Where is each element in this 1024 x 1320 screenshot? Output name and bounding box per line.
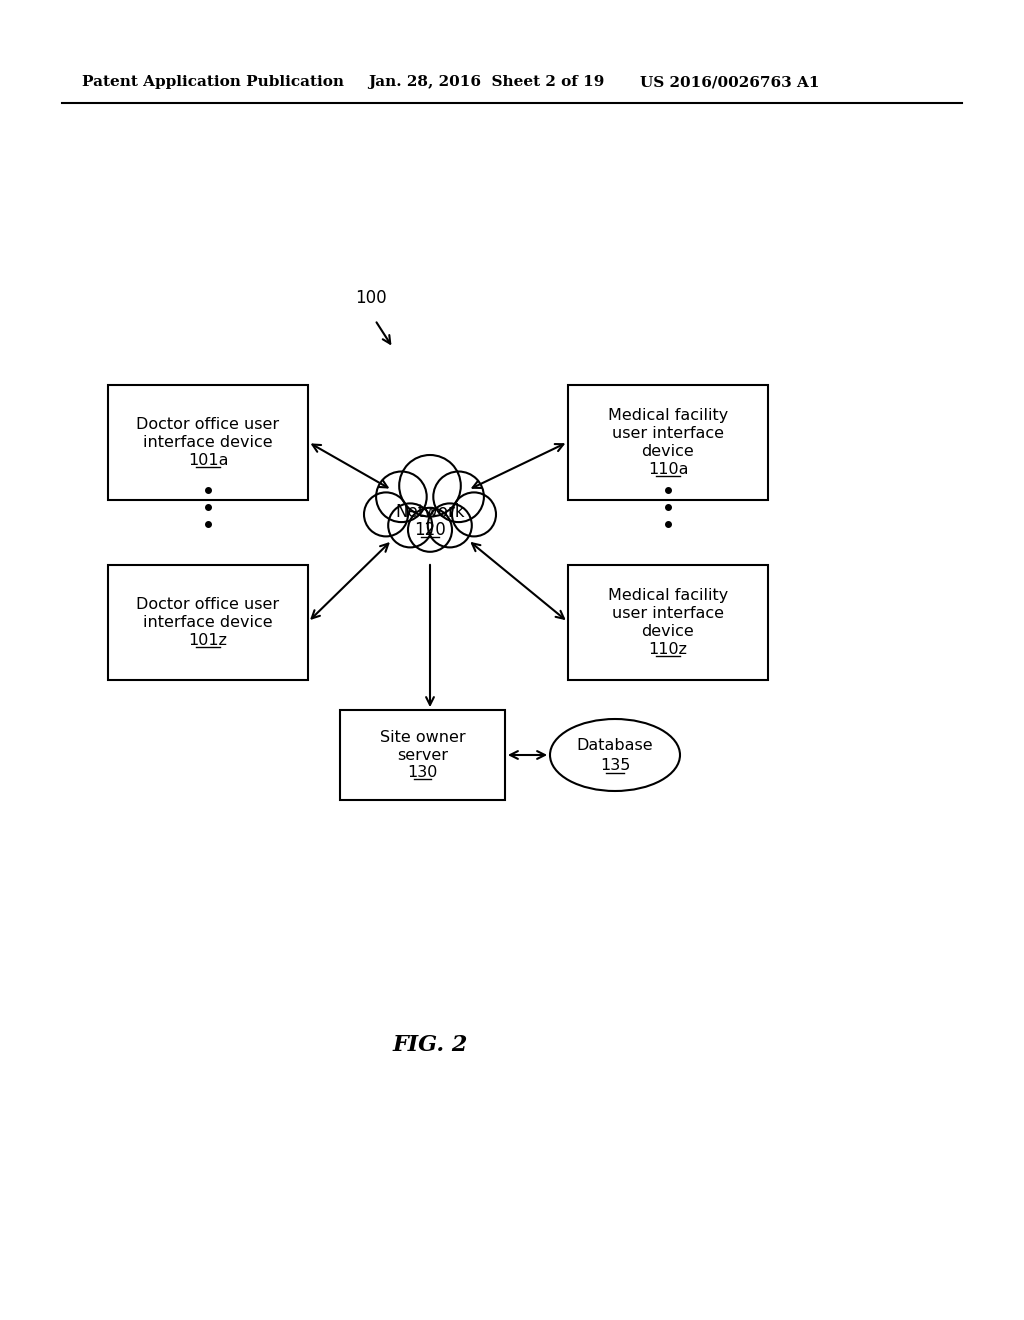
Text: Patent Application Publication: Patent Application Publication [82, 75, 344, 88]
Circle shape [433, 471, 484, 523]
Text: 110z: 110z [648, 642, 687, 657]
Text: interface device: interface device [143, 615, 272, 630]
Text: user interface: user interface [612, 426, 724, 441]
FancyBboxPatch shape [568, 565, 768, 680]
Text: Database: Database [577, 738, 653, 754]
Circle shape [452, 492, 496, 536]
Text: Site owner: Site owner [380, 730, 465, 744]
Text: 120: 120 [414, 521, 445, 539]
FancyBboxPatch shape [108, 385, 308, 500]
Text: US 2016/0026763 A1: US 2016/0026763 A1 [640, 75, 819, 88]
Text: interface device: interface device [143, 436, 272, 450]
Text: 130: 130 [408, 766, 437, 780]
Text: 101z: 101z [188, 632, 227, 648]
Circle shape [428, 503, 472, 548]
FancyBboxPatch shape [108, 565, 308, 680]
FancyBboxPatch shape [568, 385, 768, 500]
Text: Doctor office user: Doctor office user [136, 597, 280, 612]
Circle shape [408, 508, 452, 552]
Text: 101a: 101a [187, 453, 228, 467]
FancyBboxPatch shape [340, 710, 505, 800]
Text: FIG. 2: FIG. 2 [392, 1034, 468, 1056]
Circle shape [376, 471, 427, 523]
Text: device: device [642, 624, 694, 639]
Text: 110a: 110a [648, 462, 688, 477]
Text: Jan. 28, 2016  Sheet 2 of 19: Jan. 28, 2016 Sheet 2 of 19 [368, 75, 604, 88]
Text: Medical facility: Medical facility [608, 589, 728, 603]
Text: 135: 135 [600, 759, 630, 774]
Text: user interface: user interface [612, 606, 724, 622]
Text: Network: Network [395, 503, 465, 521]
Circle shape [388, 503, 432, 548]
Text: device: device [642, 444, 694, 459]
Text: server: server [397, 747, 449, 763]
Text: Medical facility: Medical facility [608, 408, 728, 424]
Text: 100: 100 [355, 289, 387, 308]
Circle shape [364, 492, 408, 536]
Text: Doctor office user: Doctor office user [136, 417, 280, 432]
Circle shape [399, 455, 461, 516]
Ellipse shape [550, 719, 680, 791]
